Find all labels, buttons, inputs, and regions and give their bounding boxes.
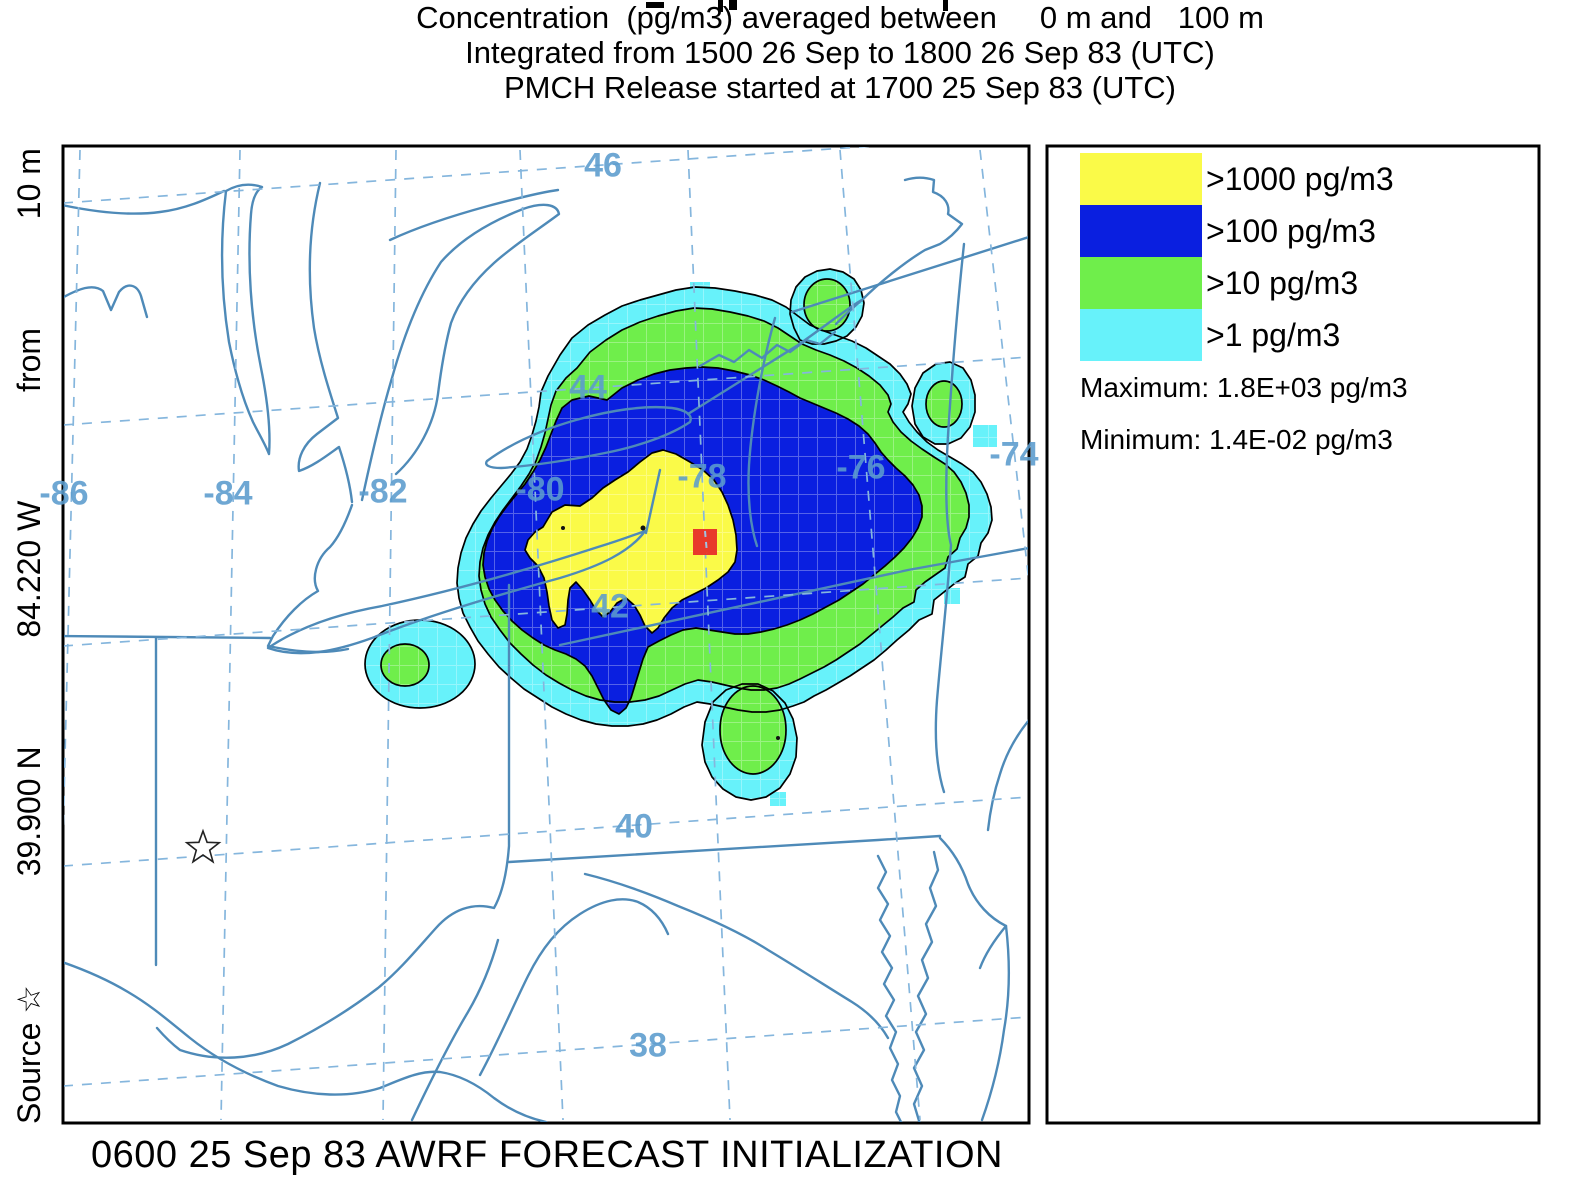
- legend-label-gt1: >1 pg/m3: [1206, 316, 1341, 353]
- lat-label-44: 44: [569, 368, 607, 407]
- lat-label-42: 42: [591, 587, 629, 626]
- lon-label--80: -80: [515, 470, 565, 509]
- title-line-release: PMCH Release started at 1700 25 Sep 83 (…: [504, 70, 1176, 105]
- title-line-integration: Integrated from 1500 26 Sep to 1800 26 S…: [465, 35, 1215, 70]
- legend-label-gt100: >100 pg/m3: [1206, 212, 1376, 249]
- graticule-over-marker: [704, 530, 708, 554]
- legend-swatch-gt10: [1080, 257, 1202, 309]
- legend-swatch-gt100: [1080, 205, 1202, 257]
- lon-label--76: -76: [836, 448, 886, 487]
- title-block: Concentration (pg/m3) averaged between 0…: [110, 0, 1570, 105]
- lon-label--78: -78: [677, 457, 727, 496]
- legend-minimum: Minimum: 1.4E-02 pg/m3: [1080, 424, 1393, 455]
- plot-dot: [561, 526, 565, 530]
- geography-outlines: [64, 176, 1028, 1122]
- lon-label--86: -86: [39, 474, 89, 513]
- legend-maximum: Maximum: 1.8E+03 pg/m3: [1080, 372, 1408, 403]
- source-star-marker: [184, 828, 222, 864]
- legend-label-gt1000: >1000 pg/m3: [1206, 160, 1394, 197]
- lon-label--84: -84: [203, 474, 253, 513]
- plot-dot: [776, 736, 780, 740]
- legend-label-gt10: >10 pg/m3: [1206, 264, 1359, 301]
- plot-dot: [640, 525, 646, 531]
- lon-label--82: -82: [358, 472, 408, 511]
- lat-label-46: 46: [584, 146, 622, 185]
- legend-swatch-gt1: [1080, 309, 1202, 361]
- title-line-concentration: Concentration (pg/m3) averaged between 0…: [416, 0, 1264, 35]
- legend-swatch-gt1000: [1080, 153, 1202, 205]
- run-label: 0600 25 Sep 83 AWRF FORECAST INITIALIZAT…: [91, 1134, 1003, 1176]
- graticule: [64, 147, 1028, 1121]
- lat-label-38: 38: [629, 1026, 667, 1065]
- lon-label--74: -74: [989, 435, 1039, 474]
- lat-label-40: 40: [615, 807, 653, 846]
